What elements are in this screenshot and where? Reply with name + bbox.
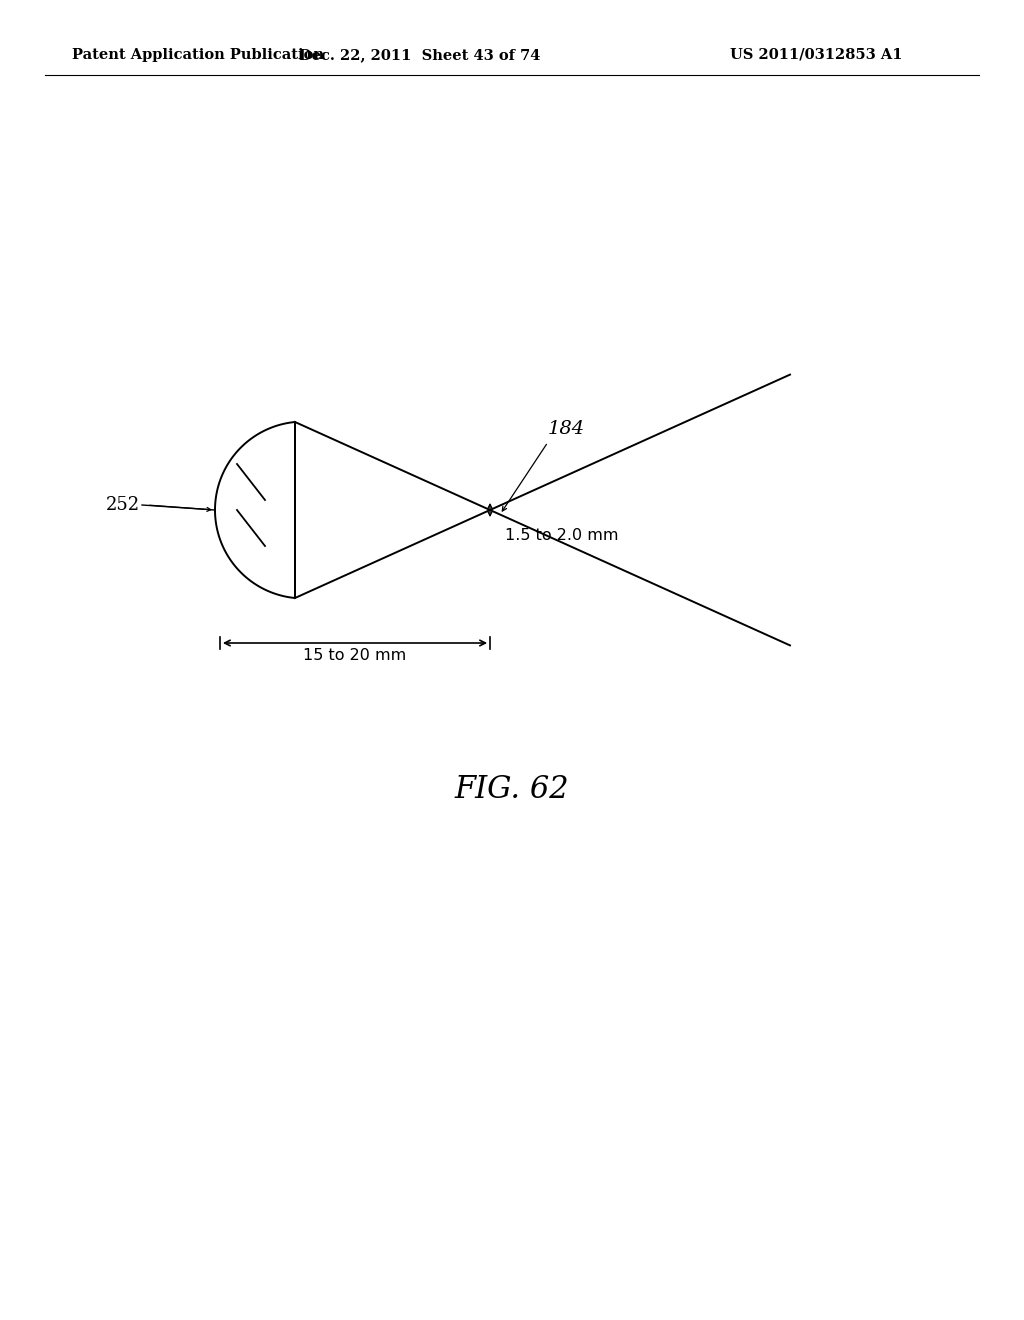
Text: 15 to 20 mm: 15 to 20 mm: [303, 648, 407, 663]
Text: 252: 252: [105, 496, 140, 513]
Text: FIG. 62: FIG. 62: [455, 775, 569, 805]
Text: US 2011/0312853 A1: US 2011/0312853 A1: [730, 48, 902, 62]
Text: 1.5 to 2.0 mm: 1.5 to 2.0 mm: [505, 528, 618, 543]
Text: Dec. 22, 2011  Sheet 43 of 74: Dec. 22, 2011 Sheet 43 of 74: [299, 48, 541, 62]
Text: 184: 184: [548, 420, 585, 438]
Text: Patent Application Publication: Patent Application Publication: [72, 48, 324, 62]
